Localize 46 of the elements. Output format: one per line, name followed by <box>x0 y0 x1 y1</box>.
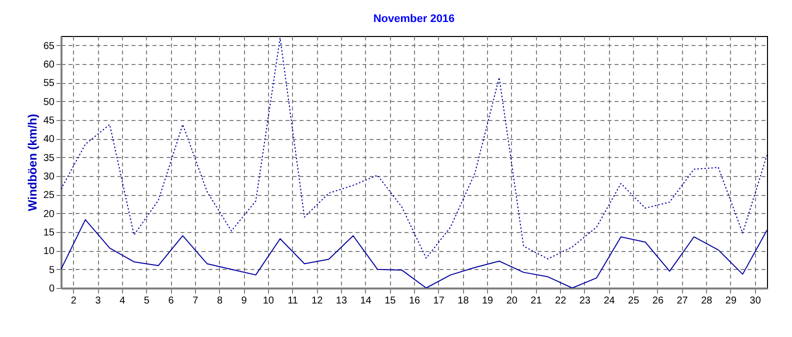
y-tick-label: 0 <box>48 284 55 294</box>
x-tick-label: 15 <box>384 296 396 306</box>
x-tick-label: 9 <box>241 296 248 306</box>
x-tick-label: 10 <box>262 296 274 306</box>
y-tick-label: 20 <box>43 208 55 220</box>
y-tick-label: 25 <box>43 190 55 202</box>
x-tick-label: 2 <box>70 296 77 306</box>
x-tick-label: 26 <box>652 296 664 306</box>
x-tick-label: 12 <box>312 296 324 306</box>
x-tick-label: 25 <box>628 296 640 306</box>
y-tick-label: 5 <box>48 264 55 276</box>
x-tick-label: 20 <box>506 296 518 306</box>
y-axis-title: Windböen (km/h) <box>25 114 40 212</box>
x-tick-label: 24 <box>604 296 616 306</box>
x-tick-label: 6 <box>168 296 174 306</box>
x-tick-label: 27 <box>676 296 688 306</box>
x-tick-label: 23 <box>579 296 591 306</box>
x-tick-label: 30 <box>750 296 762 306</box>
x-tick-label: 13 <box>336 296 348 306</box>
y-tick-label: 10 <box>43 246 55 258</box>
y-tick-label: 45 <box>43 116 55 126</box>
x-tick-label: 5 <box>144 296 150 306</box>
y-tick-label: 50 <box>43 96 55 108</box>
y-tick-label: 60 <box>43 60 55 70</box>
x-tick-label: 16 <box>408 296 420 306</box>
y-tick-label: 40 <box>43 134 55 146</box>
x-tick-label: 28 <box>701 296 713 306</box>
x-tick-label: 19 <box>482 296 494 306</box>
y-tick-label: 35 <box>43 152 55 164</box>
x-tick-label: 17 <box>433 296 445 306</box>
chart-title: November 2016 <box>373 13 455 25</box>
x-tick-label: 8 <box>216 296 223 306</box>
y-tick-label: 15 <box>43 228 55 238</box>
x-tick-label: 18 <box>458 296 470 306</box>
x-tick-label: 3 <box>95 296 102 306</box>
x-tick-label: 29 <box>725 296 737 306</box>
y-tick-label: 30 <box>43 172 55 182</box>
y-tick-label: 55 <box>43 78 55 90</box>
y-tick-label: 65 <box>43 40 55 52</box>
x-tick-label: 4 <box>120 296 126 306</box>
x-tick-label: 11 <box>288 296 298 306</box>
line-series <box>61 37 767 260</box>
x-tick-label: 22 <box>555 296 567 306</box>
x-tick-label: 14 <box>360 296 372 306</box>
x-tick-label: 21 <box>530 296 542 306</box>
x-tick-label: 7 <box>192 296 199 306</box>
